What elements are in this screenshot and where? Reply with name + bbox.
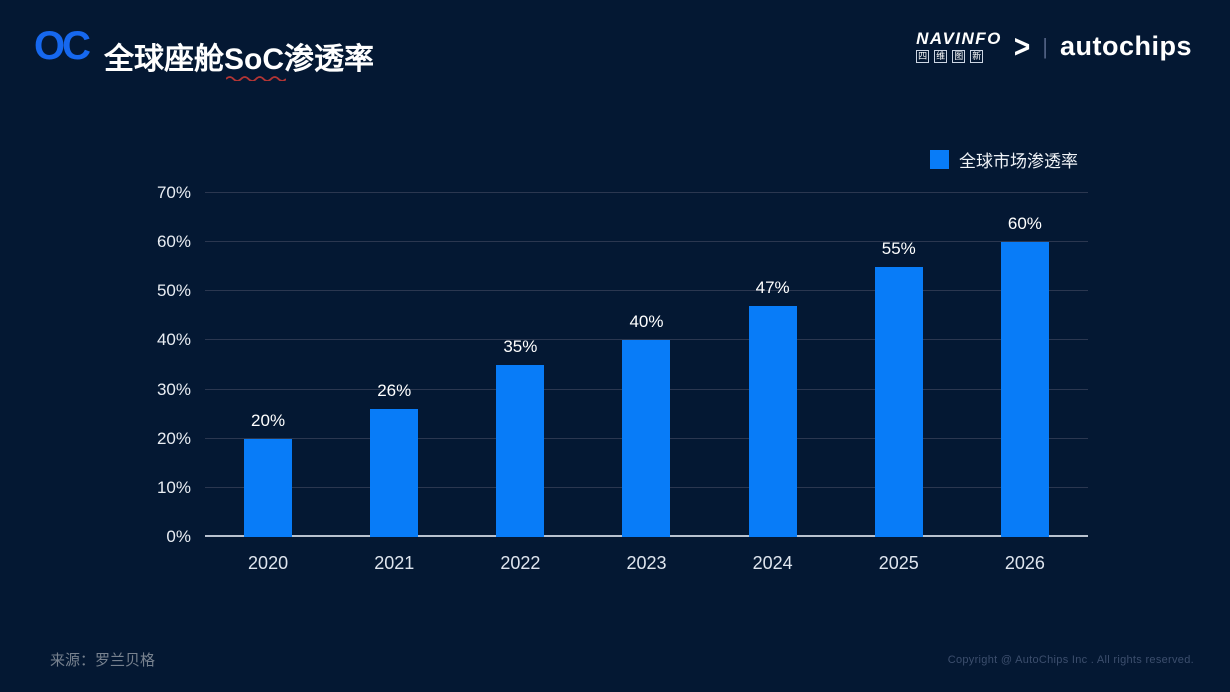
chart-legend: 全球市场渗透率 (930, 147, 1078, 172)
bar-2026 (1000, 242, 1049, 537)
navinfo-cn-char: 图 (952, 50, 966, 63)
x-tick-2024: 2024 (752, 553, 793, 573)
navinfo-cn-char: 维 (934, 50, 948, 63)
legend-color-swatch (930, 150, 949, 169)
page-title: 全球座舱SoC 渗透率 (104, 34, 374, 81)
bar-slot-2026: 60% 2026 (962, 193, 1088, 573)
bar-slot-2023: 40% 2023 (583, 193, 709, 573)
brand-logos: NAVINFO 四维图新 > | autochips (916, 30, 1192, 63)
bar-2022 (496, 365, 545, 537)
bar-value-label-2021: 26% (377, 381, 412, 401)
oc-logo: OC (34, 24, 91, 68)
bar-value-label-2020: 20% (251, 410, 286, 430)
bar-2024 (748, 306, 797, 537)
bar-2021 (370, 409, 419, 537)
bar-chart-plot-area: 0% 10% 20% 30% 40% 50% 60% 70% 20% 2020 26% 2021 35%… (157, 183, 1088, 573)
y-tick-30%: 30% (156, 379, 191, 399)
gridline-40% (205, 339, 1088, 341)
navinfo-chinese-name: 四维图新 (916, 50, 984, 63)
bar-2020 (244, 438, 293, 537)
bar-value-label-2023: 40% (629, 312, 664, 332)
x-tick-2023: 2023 (626, 553, 667, 573)
title-highlight: SoC (224, 43, 284, 76)
source-note: 来源：罗兰贝格 (50, 652, 156, 669)
y-tick-60%: 60% (156, 232, 191, 252)
navinfo-logo: NAVINFO 四维图新 (916, 30, 1002, 63)
title-prefix: 全球座舱 (104, 43, 224, 76)
navinfo-chevron-icon: > (1013, 28, 1031, 64)
title-soc-with-underline: SoC (224, 43, 286, 81)
bar-value-label-2026: 60% (1007, 214, 1042, 234)
y-tick-50%: 50% (156, 281, 191, 301)
autochips-logo: autochips (1059, 31, 1192, 61)
slide-header: OC 全球座舱SoC 渗透率 NAVINFO 四维图新 > | autochips (0, 0, 1230, 90)
bar-value-label-2024: 47% (755, 278, 790, 298)
y-tick-0%: 0% (166, 527, 191, 546)
bar-slot-2020: 20% 2020 (205, 193, 331, 573)
gridline-70% (205, 192, 1088, 193)
brand-divider: | (1042, 33, 1048, 59)
x-tick-2020: 2020 (248, 553, 289, 573)
bar-value-label-2025: 55% (881, 238, 916, 258)
x-tick-2021: 2021 (374, 553, 415, 573)
gridline-50% (205, 290, 1088, 292)
bar-2023 (622, 340, 671, 537)
y-tick-70%: 70% (156, 183, 191, 202)
title-suffix: 渗透率 (284, 43, 374, 76)
x-tick-2026: 2026 (1004, 553, 1045, 573)
navinfo-wordmark: NAVINFO (916, 29, 1002, 48)
bar-slot-2025: 55% 2025 (836, 193, 962, 573)
gridline-60% (205, 241, 1088, 243)
x-tick-2022: 2022 (500, 553, 541, 573)
navinfo-cn-char: 新 (970, 50, 984, 63)
legend-label: 全球市场渗透率 (959, 152, 1078, 171)
copyright-text: Copyright @ AutoChips Inc . All rights r… (947, 654, 1194, 666)
bar-slot-2021: 26% 2021 (331, 193, 457, 573)
y-tick-40%: 40% (156, 330, 191, 350)
bar-2025 (874, 266, 923, 537)
bar-value-label-2022: 35% (503, 337, 538, 356)
y-tick-10%: 10% (156, 477, 191, 497)
spellcheck-squiggle-icon (226, 76, 286, 81)
bar-slot-2024: 47% 2024 (710, 193, 836, 573)
y-tick-20%: 20% (156, 428, 191, 448)
bar-slot-2022: 35% 2022 (457, 193, 583, 573)
navinfo-cn-char: 四 (916, 50, 930, 63)
x-tick-2025: 2025 (878, 553, 919, 573)
